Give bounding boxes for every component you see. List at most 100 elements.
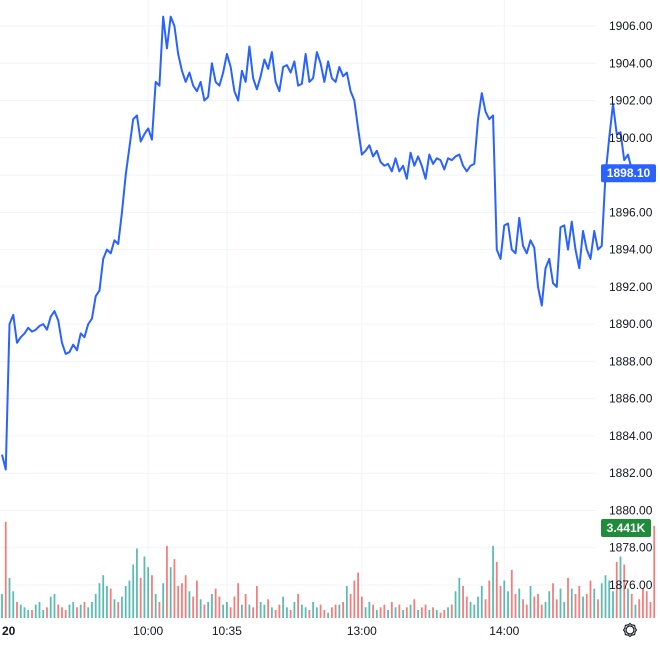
y-tick-label: 1876.00 [609, 578, 653, 592]
volume-bar [405, 607, 408, 618]
volume-bar [413, 599, 416, 618]
volume-bar [57, 604, 60, 618]
volume-bar [263, 604, 266, 618]
volume-bar [642, 588, 644, 618]
volume-bar [214, 588, 217, 618]
volume-bar [548, 591, 551, 618]
volume-bar [619, 556, 622, 618]
volume-bar [158, 601, 161, 618]
volume-bar [372, 604, 374, 618]
volume-bar [319, 604, 322, 618]
volume-bar [166, 545, 168, 618]
volume-bar [522, 599, 524, 618]
volume-bar [61, 607, 63, 618]
volume-bar [218, 596, 221, 618]
volume-bar [537, 593, 539, 618]
volume-bar [623, 564, 626, 618]
volume-bar [327, 612, 330, 618]
volume-bar [439, 612, 442, 618]
y-tick-label: 1894.00 [609, 243, 653, 257]
volume-bar [589, 580, 592, 618]
volume-bar [567, 577, 569, 618]
volume-bar [334, 604, 337, 618]
last-price-badge [601, 164, 656, 183]
volume-bar [330, 607, 333, 618]
volume-bar [480, 585, 483, 618]
volume-bar [402, 609, 404, 618]
x-tick-label: 20 [2, 624, 16, 638]
volume-bar [597, 599, 599, 618]
volume-bar [83, 601, 86, 618]
volume-bar [424, 604, 427, 618]
x-tick-label: 10:00 [133, 624, 163, 638]
y-tick-label: 1896.00 [609, 205, 653, 219]
settings-button[interactable] [622, 622, 638, 638]
x-tick-label: 13:00 [347, 624, 377, 638]
volume-bar [4, 521, 7, 618]
volume-bar [282, 596, 285, 618]
volume-bar [357, 572, 359, 618]
volume-bar [68, 604, 71, 618]
volume-bar [203, 604, 206, 618]
volume-bar [477, 596, 479, 618]
volume-bar [492, 545, 494, 618]
y-tick-label: 1882.00 [609, 466, 653, 480]
volume-bar [368, 601, 371, 618]
y-tick-label: 1904.00 [609, 56, 653, 70]
volume-bar [342, 601, 345, 618]
volume-bar [507, 591, 509, 618]
volume-bar [252, 607, 255, 618]
y-tick-label: 1906.00 [609, 19, 653, 33]
volume-bar [345, 585, 348, 618]
volume-bar [259, 601, 262, 618]
volume-bar [600, 583, 603, 618]
volume-bar [608, 580, 611, 618]
last-price-label: 1898.10 [607, 166, 651, 180]
grid-lines [0, 0, 596, 618]
y-tick-label: 1902.00 [609, 94, 653, 108]
volume-bar [514, 593, 517, 618]
volume-bar [364, 607, 367, 618]
volume-bar [578, 585, 581, 618]
volume-bar [285, 607, 288, 618]
volume-bar [312, 601, 315, 618]
volume-bar [117, 601, 120, 618]
volume-bar [432, 607, 434, 618]
volume-bar [604, 575, 607, 618]
volume-bar [443, 609, 446, 618]
volume-bar [540, 604, 543, 618]
volume-bar [462, 585, 464, 618]
volume-bar [177, 585, 180, 618]
volume-bar [458, 577, 461, 618]
volume-bar [248, 604, 251, 618]
volume-bar [143, 556, 146, 618]
volume-bar [98, 583, 101, 618]
volume-bar [525, 604, 528, 618]
price-line [1, 15, 641, 471]
volume-bar [394, 607, 397, 618]
volume-bar [226, 601, 228, 618]
volume-bar [139, 577, 142, 618]
volume-bar [563, 601, 566, 618]
price-axis[interactable]: 1876.00 1878.00 1880.00 1882.00 1884.00 1886.… [609, 19, 653, 592]
volume-bar [128, 580, 131, 618]
volume-bar [102, 575, 105, 618]
volume-bar [169, 567, 172, 618]
volume-bar [585, 593, 588, 618]
time-axis[interactable]: 20 10:00 10:35 13:00 14:00 [2, 624, 520, 638]
volume-bar [184, 575, 187, 618]
volume-bar [27, 609, 30, 618]
volume-bar [173, 559, 176, 618]
volume-bar [1, 593, 3, 618]
volume-bar [192, 596, 195, 618]
volume-bar [240, 604, 243, 618]
volume-bar [91, 601, 93, 618]
volume-bar [76, 607, 78, 618]
volume-bar [289, 609, 292, 618]
last-volume-badge [601, 519, 651, 537]
volume-bar [510, 569, 513, 618]
volume-bar [207, 601, 210, 618]
price-series [1, 15, 641, 471]
